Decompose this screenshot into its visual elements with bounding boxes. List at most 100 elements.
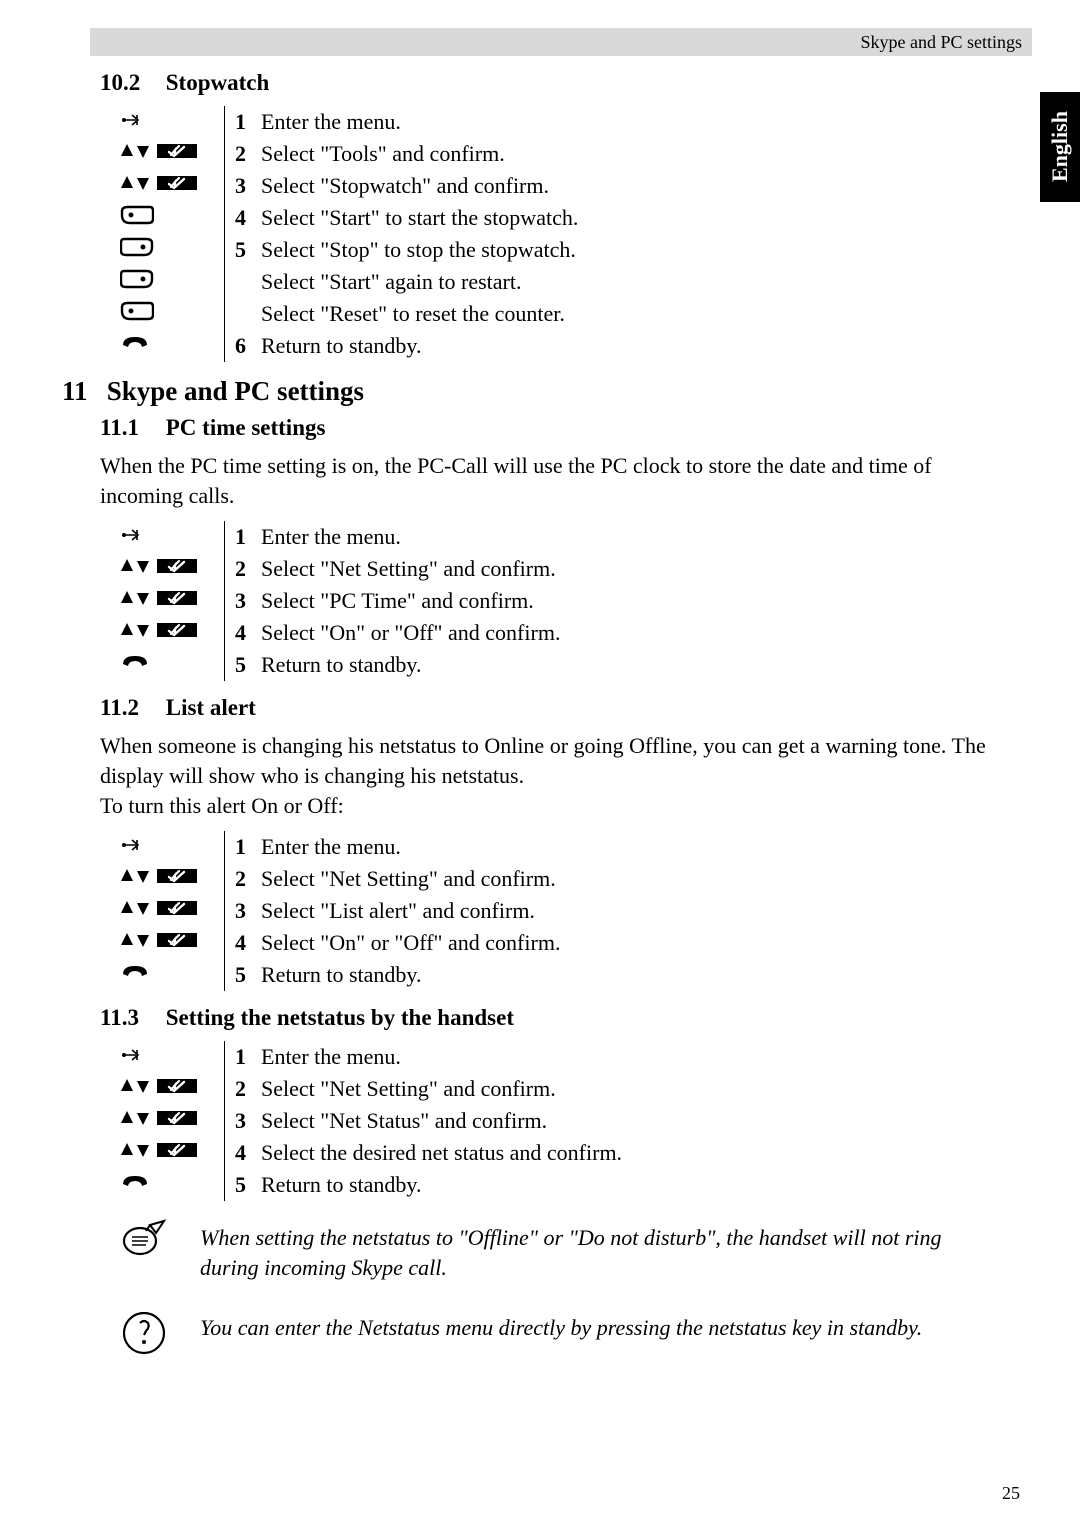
step-icons [120, 138, 224, 161]
header-breadcrumb: Skype and PC settings [860, 32, 1022, 53]
updown-icon [120, 1077, 150, 1095]
step-text: Enter the menu. [261, 831, 990, 863]
step-number: 1 [235, 106, 261, 138]
soft-left-icon [120, 205, 154, 225]
menu-icon [120, 524, 142, 546]
divider [224, 1169, 225, 1201]
step-number: 4 [235, 1137, 261, 1169]
step-number: 1 [235, 521, 261, 553]
ok-icon [156, 173, 198, 193]
steps-11-3: 1Enter the menu.2Select "Net Setting" an… [120, 1041, 990, 1201]
step-row: 1Enter the menu. [120, 831, 990, 863]
step-number: 2 [235, 138, 261, 170]
step-icons [120, 1105, 224, 1128]
ok-icon [156, 556, 198, 576]
heading-11: 11 Skype and PC settings [62, 376, 990, 407]
step-icons [120, 927, 224, 950]
heading-number: 11.2 [100, 695, 160, 721]
language-label: English [1047, 112, 1073, 183]
steps-11-1: 1Enter the menu.2Select "Net Setting" an… [120, 521, 990, 681]
step-text: Select "PC Time" and confirm. [261, 585, 990, 617]
step-text: Select "Stopwatch" and confirm. [261, 170, 990, 202]
step-number: 4 [235, 927, 261, 959]
updown-icon [120, 1141, 150, 1159]
divider [224, 1073, 225, 1105]
menu-icon [120, 109, 142, 131]
ok-icon [156, 141, 198, 161]
step-text: Select "On" or "Off" and confirm. [261, 617, 990, 649]
step-text: Select "Net Setting" and confirm. [261, 553, 990, 585]
step-row: 4Select "On" or "Off" and confirm. [120, 927, 990, 959]
step-icons [120, 202, 224, 225]
step-icons [120, 1169, 224, 1190]
intro-11-2: When someone is changing his netstatus t… [100, 731, 990, 821]
step-row: Select "Start" again to restart. [120, 266, 990, 298]
heading-10-2: 10.2 Stopwatch [100, 70, 990, 96]
step-number: 5 [235, 959, 261, 991]
heading-title: Skype and PC settings [107, 376, 364, 406]
ok-icon [156, 866, 198, 886]
step-number: 5 [235, 649, 261, 681]
step-row: 6Return to standby. [120, 330, 990, 362]
step-row: 3Select "Stopwatch" and confirm. [120, 170, 990, 202]
step-text: Enter the menu. [261, 521, 990, 553]
heading-11-1: 11.1 PC time settings [100, 415, 990, 441]
menu-icon [120, 1044, 142, 1066]
step-text: Return to standby. [261, 649, 990, 681]
divider [224, 831, 225, 863]
step-row: 1Enter the menu. [120, 521, 990, 553]
ok-icon [156, 1076, 198, 1096]
heading-title: Setting the netstatus by the handset [166, 1005, 514, 1030]
step-number: 3 [235, 170, 261, 202]
divider [224, 553, 225, 585]
step-row: 2Select "Tools" and confirm. [120, 138, 990, 170]
note-icon [120, 1219, 200, 1261]
step-icons [120, 330, 224, 351]
divider [224, 330, 225, 362]
step-icons [120, 170, 224, 193]
step-number: 1 [235, 831, 261, 863]
soft-left-icon [120, 301, 154, 321]
header-bar: Skype and PC settings [90, 28, 1032, 56]
updown-icon [120, 621, 150, 639]
step-text: Select "Net Setting" and confirm. [261, 1073, 990, 1105]
updown-icon [120, 1109, 150, 1127]
updown-icon [120, 899, 150, 917]
step-row: 3Select "Net Status" and confirm. [120, 1105, 990, 1137]
step-icons [120, 585, 224, 608]
step-icons [120, 266, 224, 289]
step-text: Select "Tools" and confirm. [261, 138, 990, 170]
note-text: You can enter the Netstatus menu directl… [200, 1309, 990, 1343]
divider [224, 170, 225, 202]
step-row: 5Return to standby. [120, 649, 990, 681]
step-text: Return to standby. [261, 330, 990, 362]
step-text: Select "Net Setting" and confirm. [261, 863, 990, 895]
step-number: 4 [235, 617, 261, 649]
step-row: 4Select "Start" to start the stopwatch. [120, 202, 990, 234]
step-number: 1 [235, 1041, 261, 1073]
divider [224, 1137, 225, 1169]
page-number: 25 [1002, 1483, 1020, 1504]
hangup-icon [120, 333, 150, 351]
step-text: Select "Net Status" and confirm. [261, 1105, 990, 1137]
menu-icon [120, 834, 142, 856]
divider [224, 234, 225, 266]
step-number: 2 [235, 553, 261, 585]
hangup-icon [120, 652, 150, 670]
step-row: 3Select "PC Time" and confirm. [120, 585, 990, 617]
divider [224, 266, 225, 298]
step-row: 2Select "Net Setting" and confirm. [120, 1073, 990, 1105]
note-text: When setting the netstatus to "Offline" … [200, 1219, 990, 1283]
step-number: 3 [235, 895, 261, 927]
step-number: 3 [235, 585, 261, 617]
updown-icon [120, 867, 150, 885]
ok-icon [156, 1140, 198, 1160]
step-icons [120, 1073, 224, 1096]
step-icons [120, 298, 224, 321]
step-row: 4Select the desired net status and confi… [120, 1137, 990, 1169]
step-icons [120, 649, 224, 670]
heading-title: Stopwatch [166, 70, 270, 95]
heading-number: 10.2 [100, 70, 160, 96]
step-row: 3Select "List alert" and confirm. [120, 895, 990, 927]
step-number: 2 [235, 1073, 261, 1105]
